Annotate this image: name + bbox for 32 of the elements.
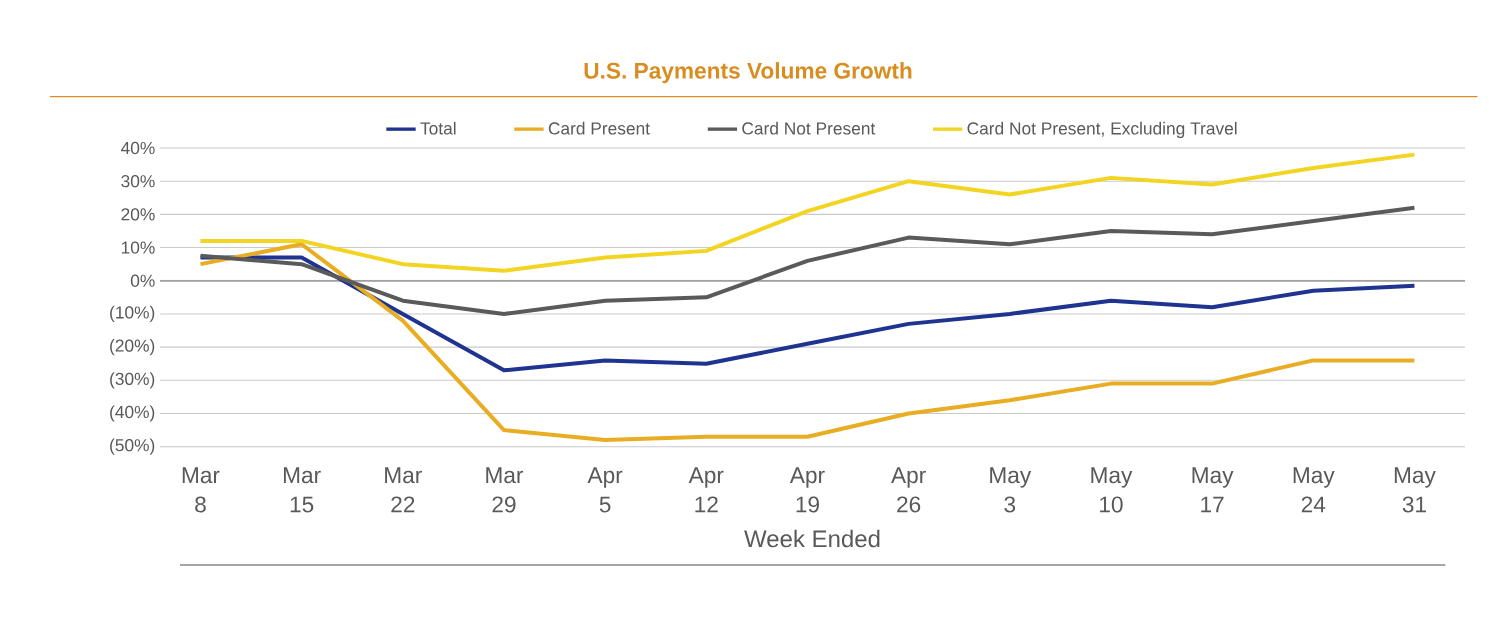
x-tick-label: Apr 5	[587, 467, 623, 513]
y-tick-label: 10%	[121, 241, 155, 254]
x-tick-label: May 10	[1091, 467, 1133, 513]
y-tick-label: (30%)	[110, 372, 155, 389]
x-tick-label: Mar 15	[283, 467, 321, 513]
y-tick-label: 20%	[121, 208, 155, 221]
x-tick-label: May 17	[1192, 467, 1234, 513]
legend-label: Total	[420, 121, 456, 135]
line-series	[198, 255, 1417, 373]
x-axis-title: Week Ended	[744, 529, 880, 548]
y-tick-label: 30%	[121, 175, 155, 188]
y-tick-label: 40%	[121, 141, 155, 155]
legend-label: Card Present	[548, 121, 650, 135]
line-series	[198, 242, 1417, 443]
y-tick-label: 0%	[130, 274, 155, 287]
legend-label: Card Not Present	[742, 121, 876, 135]
legend-label: Card Not Present, Excluding Travel	[967, 121, 1237, 139]
x-tick-label: Apr 19	[789, 467, 825, 513]
x-tick-label: Mar 8	[182, 467, 220, 513]
x-tick-label: May 3	[990, 467, 1032, 513]
y-tick-label: (10%)	[110, 305, 155, 323]
y-tick-label: (40%)	[110, 405, 155, 422]
x-tick-label: May 24	[1293, 467, 1335, 513]
x-tick-label: Mar 22	[385, 467, 422, 513]
x-tick-label: Apr 12	[688, 467, 724, 513]
line-series	[198, 152, 1417, 273]
y-tick-label: (50%)	[110, 438, 155, 455]
x-tick-label: May 31	[1394, 467, 1436, 513]
chart-title: U.S. Payments Volume Growth	[584, 62, 912, 84]
y-tick-label: (20%)	[110, 339, 155, 356]
x-tick-label: Mar 29	[486, 467, 524, 513]
x-tick-label: Apr 26	[891, 467, 926, 513]
